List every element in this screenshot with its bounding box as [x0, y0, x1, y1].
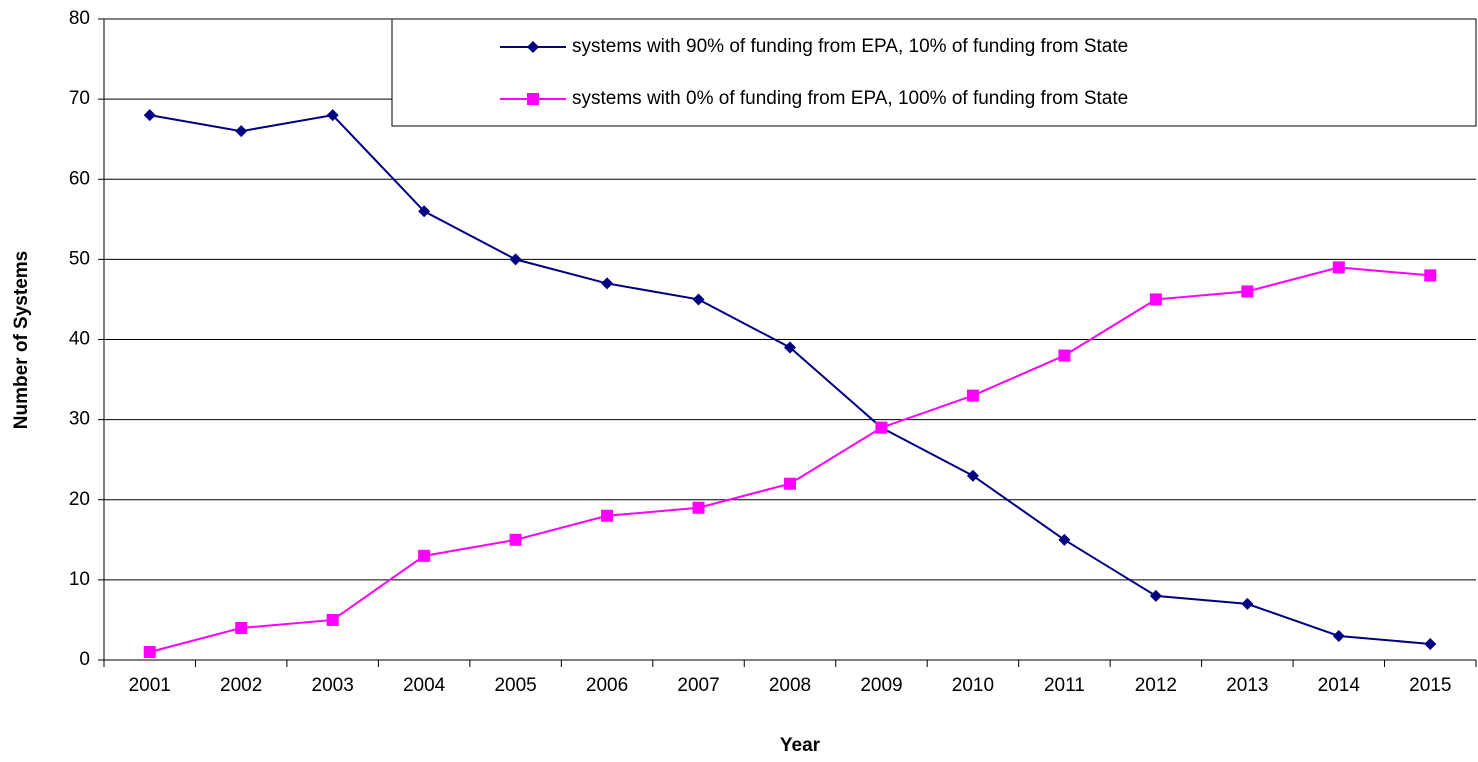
y-tick-label: 80 [69, 8, 90, 29]
point [784, 477, 796, 490]
point [601, 277, 614, 290]
point [418, 205, 431, 218]
point [1241, 597, 1254, 610]
x-tick-label: 2013 [1226, 675, 1268, 696]
point [692, 293, 705, 306]
legend-marker [527, 93, 539, 105]
y-tick-label: 60 [69, 168, 90, 189]
x-tick-label: 2005 [494, 675, 536, 696]
legend-label: systems with 0% of funding from EPA, 100… [572, 88, 1128, 109]
point [1149, 589, 1162, 602]
legend-box [391, 18, 1477, 127]
x-tick-label: 2006 [586, 675, 628, 696]
x-tick-label: 2007 [677, 675, 719, 696]
y-tick-label: 40 [69, 329, 90, 350]
y-tick-label: 0 [79, 649, 90, 670]
y-tick-label: 10 [69, 569, 90, 590]
point [1241, 285, 1254, 298]
y-axis-label: Number of Systems [11, 251, 32, 429]
y-tick-label: 70 [69, 88, 90, 109]
x-axis-label: Year [780, 735, 821, 756]
point [1149, 293, 1162, 306]
point [1058, 349, 1071, 362]
point [235, 125, 248, 138]
point [143, 109, 156, 122]
point [966, 389, 979, 402]
x-tick-label: 2008 [769, 675, 811, 696]
point [1058, 533, 1071, 546]
point [1332, 629, 1345, 642]
y-tick-label: 50 [69, 248, 90, 269]
point [509, 533, 522, 546]
x-tick-label: 2001 [129, 675, 171, 696]
point [1332, 261, 1345, 274]
point [235, 621, 248, 634]
legend-label: systems with 90% of funding from EPA, 10… [572, 36, 1128, 57]
point [966, 469, 979, 482]
point [692, 501, 705, 514]
legend-marker [527, 41, 539, 53]
series-line [149, 114, 1431, 645]
x-tick-label: 2009 [860, 675, 902, 696]
series-line [149, 266, 1431, 653]
x-tick-label: 2011 [1044, 675, 1085, 696]
x-tick-label: 2004 [403, 675, 446, 696]
point [509, 253, 522, 266]
x-tick-label: 2012 [1135, 675, 1177, 696]
point [326, 613, 339, 626]
point [143, 645, 156, 658]
point [1424, 269, 1437, 282]
x-tick-label: 2002 [220, 675, 262, 696]
y-tick-label: 20 [69, 489, 90, 510]
point [875, 421, 888, 434]
x-tick-label: 2010 [952, 675, 994, 696]
x-tick-label: 2003 [312, 675, 354, 696]
x-tick-label: 2014 [1318, 675, 1361, 696]
x-tick-label: 2015 [1409, 675, 1451, 696]
y-tick-label: 30 [69, 409, 90, 430]
point [1424, 637, 1437, 650]
point [784, 341, 796, 354]
point [326, 109, 339, 122]
point [601, 509, 614, 522]
point [418, 549, 431, 562]
